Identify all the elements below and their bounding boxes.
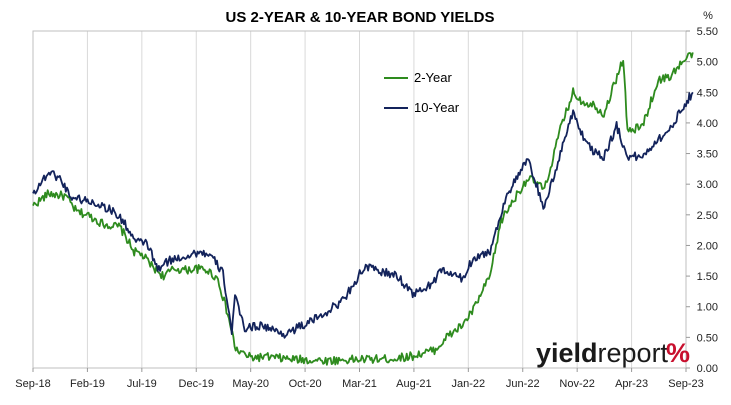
x-axis-ticks: Sep-18 Feb-19 Jul-19 Dec-19 May-20 Oct-20 Mar-… <box>15 368 704 390</box>
y-tick-label: 0.00 <box>697 363 718 375</box>
svg-text:yieldreport: yieldreport <box>536 338 669 368</box>
x-tick-label: May-20 <box>232 378 269 390</box>
x-tick-label: Jan-22 <box>452 378 486 390</box>
legend-label-10-year: 10-Year <box>414 100 460 115</box>
x-tick-label: Jul-19 <box>127 378 157 390</box>
y-tick-label: 3.50 <box>697 149 718 161</box>
legend-label-2-year: 2-Year <box>414 70 452 85</box>
x-tick-label: Jun-22 <box>506 378 540 390</box>
logo-percent-icon: % <box>666 338 690 368</box>
x-tick-label: Apr-23 <box>615 378 648 390</box>
x-tick-label: Mar-21 <box>342 378 377 390</box>
y-tick-label: 5.00 <box>697 57 718 69</box>
x-tick-label: Nov-22 <box>559 378 594 390</box>
y-axis-unit-label: % <box>703 10 713 22</box>
y-tick-label: 4.00 <box>697 118 718 130</box>
logo-yield-text: yield <box>536 338 598 368</box>
logo-report-text: report <box>598 338 669 368</box>
y-tick-label: 1.50 <box>697 271 718 283</box>
y-tick-label: 2.00 <box>697 240 718 252</box>
y-tick-label: 2.50 <box>697 210 718 222</box>
y-tick-label: 5.50 <box>697 26 718 38</box>
series-lines <box>32 52 694 366</box>
x-tick-label: Feb-19 <box>70 378 105 390</box>
yieldreport-logo: yieldreport % <box>536 338 690 368</box>
series-line-10-year <box>32 91 694 339</box>
chart-title: US 2-YEAR & 10-YEAR BOND YIELDS <box>226 9 495 26</box>
x-tick-label: Aug-21 <box>396 378 431 390</box>
y-tick-label: 0.50 <box>697 332 718 344</box>
y-tick-label: 4.50 <box>697 87 718 99</box>
gridlines <box>32 31 687 368</box>
legend: 2-Year 10-Year <box>384 70 460 115</box>
x-tick-label: Sep-23 <box>668 378 703 390</box>
x-tick-label: Sep-18 <box>15 378 50 390</box>
y-tick-label: 3.00 <box>697 179 718 191</box>
y-tick-label: 1.00 <box>697 302 718 314</box>
y-axis-ticks: 0.00 0.50 1.00 1.50 2.00 2.50 3.00 3.50 4.00 4.50… <box>686 26 718 375</box>
x-tick-label: Oct-20 <box>289 378 322 390</box>
series-line-2-year <box>32 52 694 366</box>
x-tick-label: Dec-19 <box>179 378 214 390</box>
